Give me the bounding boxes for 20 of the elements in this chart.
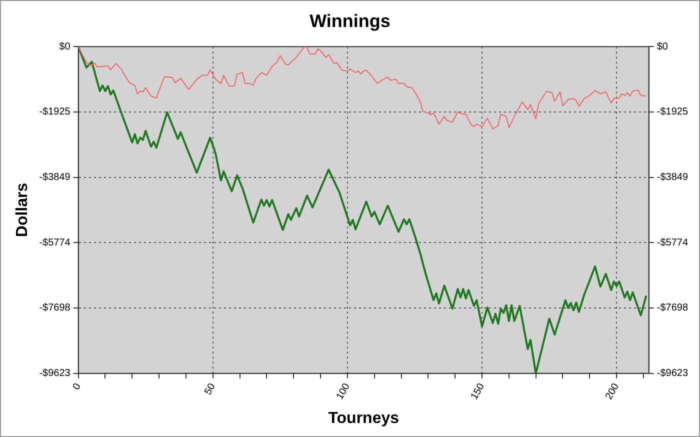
y-tick-label: -$1925 xyxy=(39,106,71,118)
chart-title: Winnings xyxy=(310,10,390,31)
x-axis-title: Tourneys xyxy=(328,410,400,427)
y2-tick-label: $0 xyxy=(656,41,668,52)
y-tick-label: $0 xyxy=(59,41,71,52)
x-tick-label: 100 xyxy=(334,381,353,402)
y-tick-label: -$3849 xyxy=(39,172,71,184)
y-axis-title: Dollars xyxy=(14,182,32,238)
y-tick-label: -$5774 xyxy=(39,237,71,248)
x-tick-label: 0 xyxy=(71,381,84,392)
y-tick-label: -$9623 xyxy=(39,368,71,380)
y2-tick-label: -$5774 xyxy=(656,237,688,248)
x-tick-label: 150 xyxy=(469,381,488,402)
x-tick-label: 50 xyxy=(202,381,218,397)
y2-tick-label: -$9623 xyxy=(656,368,688,380)
y2-tick-label: -$1925 xyxy=(656,106,688,118)
y2-tick-label: -$7698 xyxy=(656,302,688,314)
y2-tick-label: -$3849 xyxy=(656,172,688,184)
y-tick-label: -$7698 xyxy=(39,302,71,314)
x-tick-label: 200 xyxy=(604,381,622,402)
